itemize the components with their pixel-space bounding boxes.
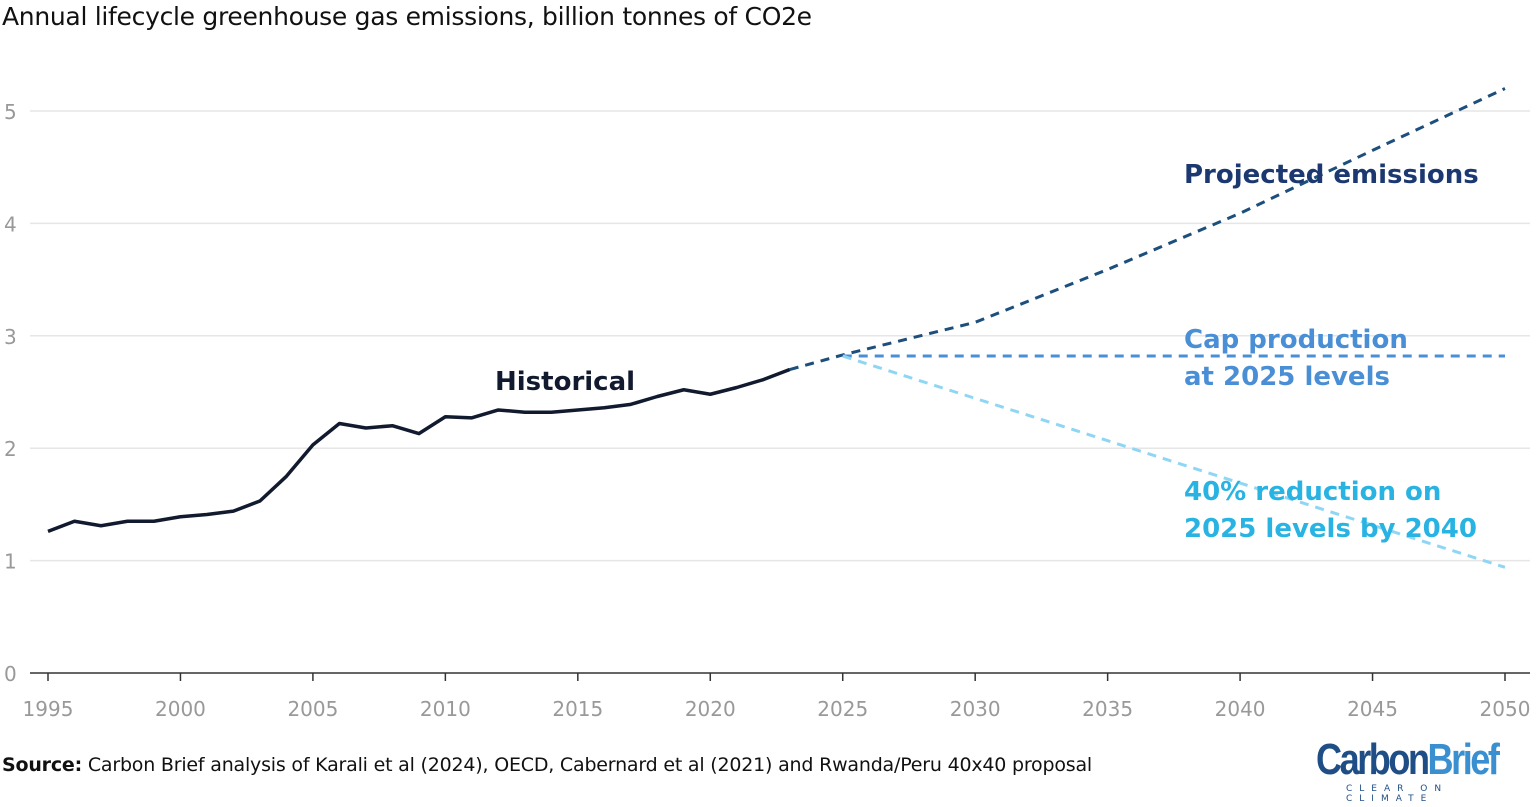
logo-part1: Carbon xyxy=(1316,735,1430,784)
source-text: Carbon Brief analysis of Karali et al (2… xyxy=(81,754,1092,776)
x-tick-label: 2020 xyxy=(685,697,736,721)
y-tick-label: 0 xyxy=(4,662,17,686)
series-line-0 xyxy=(47,367,791,534)
logo-tagline: CLEAR ON CLIMATE xyxy=(1346,784,1449,804)
x-tick-label: 2025 xyxy=(817,697,868,721)
y-tick-label: 3 xyxy=(4,325,17,349)
source-label: Source: xyxy=(2,754,82,776)
carbon-brief-logo: CarbonBrief CLEAR ON CLIMATE xyxy=(1316,735,1536,805)
x-tick-label: 2050 xyxy=(1480,697,1531,721)
x-tick-label: 2015 xyxy=(552,697,603,721)
x-tick-label: 2045 xyxy=(1347,697,1398,721)
series-label-2: Cap production xyxy=(1184,325,1408,355)
x-tick-label: 2010 xyxy=(420,697,471,721)
y-tick-label: 4 xyxy=(4,212,17,236)
label-historical: Historical xyxy=(495,367,635,397)
source-note: Source: Carbon Brief analysis of Karali … xyxy=(2,754,1092,776)
x-tick-label: 2005 xyxy=(287,697,338,721)
series-line-3 xyxy=(842,354,1506,569)
chart-title: Annual lifecycle greenhouse gas emission… xyxy=(2,2,812,31)
x-tick-label: 2040 xyxy=(1215,697,1266,721)
logo-part2: Brief xyxy=(1427,735,1500,784)
x-tick-label: 1995 xyxy=(23,697,74,721)
y-tick-label: 1 xyxy=(4,550,17,574)
y-tick-label: 5 xyxy=(4,100,17,124)
series-label-2: at 2025 levels xyxy=(1184,362,1390,392)
series-label-3: 40% reduction on xyxy=(1184,477,1441,507)
series-label-3: 2025 levels by 2040 xyxy=(1184,514,1477,544)
x-tick-label: 2000 xyxy=(155,697,206,721)
x-tick-label: 2030 xyxy=(950,697,1001,721)
x-tick-label: 2035 xyxy=(1082,697,1133,721)
label-projected: Projected emissions xyxy=(1184,160,1479,190)
y-tick-label: 2 xyxy=(4,437,17,461)
